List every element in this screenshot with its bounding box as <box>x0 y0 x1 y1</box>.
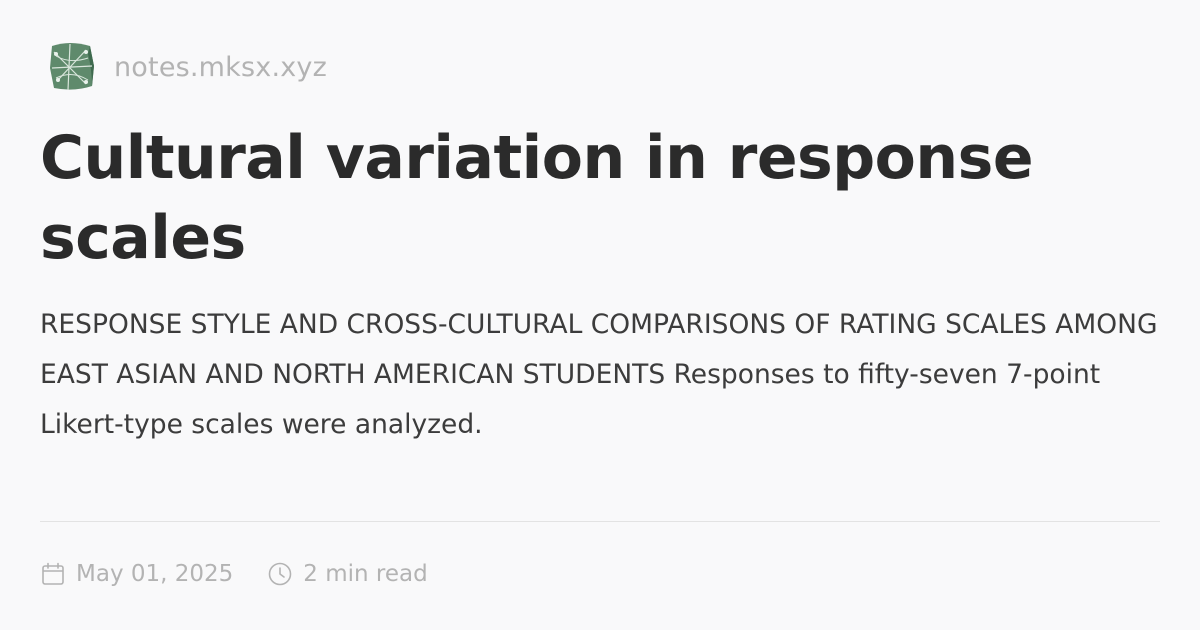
article-summary: RESPONSE STYLE AND CROSS-CULTURAL COMPAR… <box>40 309 1158 440</box>
read-time-text: 2 min read <box>303 561 428 587</box>
clock-icon <box>268 562 292 586</box>
publish-date-text: May 01, 2025 <box>76 561 234 587</box>
site-name[interactable]: notes.mksx.xyz <box>114 51 327 83</box>
divider <box>40 521 1160 522</box>
read-time: 2 min read <box>267 561 428 587</box>
calendar-icon <box>42 562 64 585</box>
site-header: notes.mksx.xyz <box>46 40 327 94</box>
article-title: Cultural variation in response scales <box>40 123 1034 273</box>
site-logo-icon[interactable] <box>46 40 96 94</box>
article-meta: May 01, 2025 2 min read <box>40 556 428 592</box>
publish-date: May 01, 2025 <box>40 561 233 587</box>
